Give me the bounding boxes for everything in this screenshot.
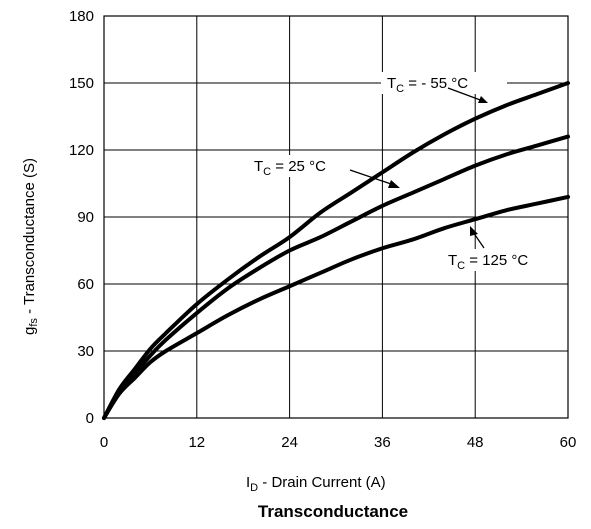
y-tick-label: 180 [69, 8, 94, 25]
y-tick-label: 0 [86, 410, 94, 427]
x-axis-label: ID - Drain Current (A) [246, 474, 386, 494]
y-tick-label: 120 [69, 142, 94, 159]
annotation-tc-minus55: TC = - 55 °C [381, 72, 507, 103]
series-label-tc-minus55: TC = - 55 °C [387, 75, 468, 95]
arrowhead-tc-125 [470, 226, 478, 236]
series-line-tc-25 [102, 134, 570, 420]
x-tick-label: 0 [100, 434, 108, 451]
y-tick-label: 60 [77, 276, 94, 293]
series-line-tc-minus55 [102, 81, 570, 420]
series-line-tc-125 [102, 194, 570, 420]
x-tick-labels: 0 12 24 36 48 60 [100, 434, 577, 451]
chart-title: Transconductance [258, 502, 408, 521]
x-tick-label: 60 [560, 434, 577, 451]
y-tick-labels: 0 30 60 90 120 150 180 [69, 8, 94, 427]
series-layer [102, 81, 570, 420]
x-tick-label: 36 [374, 434, 391, 451]
y-tick-label: 150 [69, 75, 94, 92]
arrowhead-tc-minus55 [478, 96, 488, 103]
y-tick-label: 90 [77, 209, 94, 226]
series-label-tc-125: TC = 125 °C [448, 252, 528, 272]
x-tick-label: 24 [281, 434, 298, 451]
arrow-tc-25 [349, 169, 395, 186]
arrow-tc-minus55 [447, 87, 484, 102]
plot-frame [103, 15, 569, 419]
arrowhead-tc-25 [388, 180, 400, 188]
series-label-tc-25: TC = 25 °C [254, 158, 326, 178]
y-tick-label: 30 [77, 343, 94, 360]
y-axis-label: gfs - Transconductance (S) [21, 158, 40, 335]
annotation-tc-25: TC = 25 °C [248, 155, 400, 188]
x-tick-label: 12 [188, 434, 205, 451]
annotation-tc-125: TC = 125 °C [442, 226, 560, 272]
x-tick-label: 48 [467, 434, 484, 451]
